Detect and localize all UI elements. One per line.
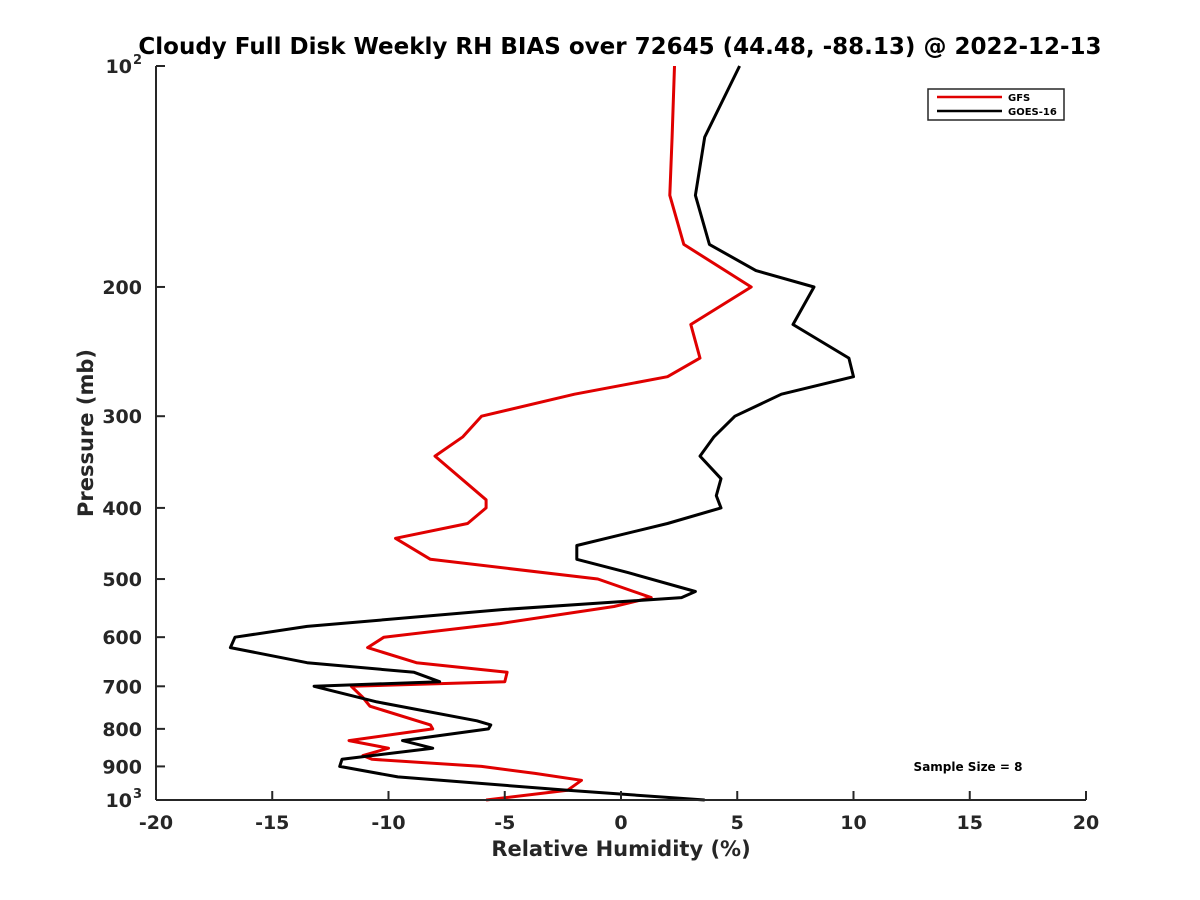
y-tick-label: 200 — [102, 277, 142, 299]
x-tick-label: -10 — [371, 812, 405, 834]
x-tick-label: 15 — [957, 812, 983, 834]
series-line-gfs — [347, 65, 753, 802]
axes — [155, 66, 1086, 801]
series-layer — [228, 65, 855, 802]
legend-label-gfs: GFS — [1008, 93, 1030, 104]
x-tick-label: 20 — [1073, 812, 1099, 834]
y-tick-label: 10 — [106, 790, 132, 812]
y-tick-label: 800 — [102, 719, 142, 741]
chart-title: Cloudy Full Disk Weekly RH BIAS over 726… — [138, 34, 1101, 60]
series-line-goes-16 — [228, 65, 855, 802]
y-tick-label: 10 — [106, 56, 132, 78]
x-tick-label: -20 — [139, 812, 173, 834]
y-tick-label: 600 — [102, 627, 142, 649]
x-tick-label: 10 — [840, 812, 866, 834]
y-tick-label: 900 — [102, 756, 142, 778]
x-ticks: -20 -15 -10 -5 0 5 10 15 20 — [139, 791, 1099, 834]
legend: GFS GOES-16 — [927, 88, 1065, 121]
x-tick-label: 5 — [731, 812, 744, 834]
sample-size-annotation: Sample Size = 8 — [914, 760, 1023, 774]
y-axis-label: Pressure (mb) — [74, 349, 98, 517]
x-axis-label: Relative Humidity (%) — [491, 837, 750, 861]
x-tick-label: -5 — [494, 812, 515, 834]
y-tick-exponent: 3 — [133, 787, 142, 802]
y-tick-exponent: 2 — [133, 53, 142, 68]
x-tick-label: -15 — [255, 812, 289, 834]
legend-box — [927, 88, 1065, 121]
y-tick-label: 300 — [102, 406, 142, 428]
y-tick-label: 700 — [102, 676, 142, 698]
legend-label-goes16: GOES-16 — [1008, 107, 1057, 118]
y-tick-label: 500 — [102, 569, 142, 591]
y-tick-label: 400 — [102, 498, 142, 520]
x-tick-label: 0 — [614, 812, 627, 834]
